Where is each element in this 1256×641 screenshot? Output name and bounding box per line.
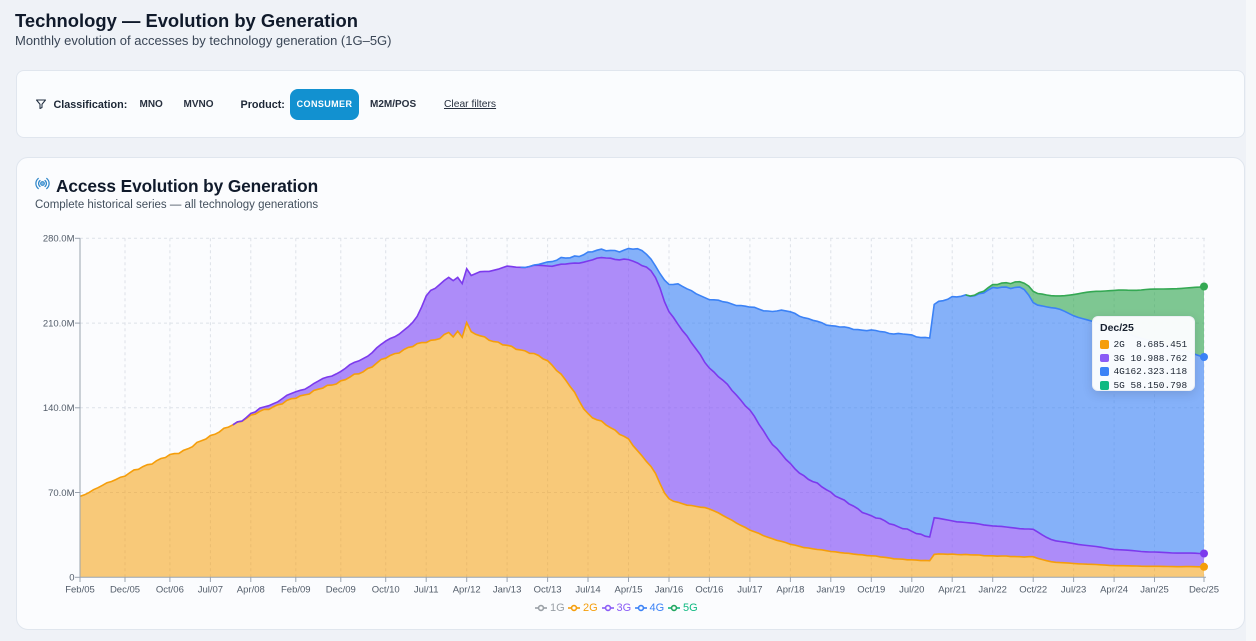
svg-text:Jul/17: Jul/17	[737, 585, 762, 596]
svg-text:Oct/16: Oct/16	[695, 585, 723, 596]
svg-text:Apr/21: Apr/21	[938, 585, 966, 596]
svg-text:Feb/05: Feb/05	[65, 585, 95, 596]
svg-text:70.0M: 70.0M	[48, 488, 74, 499]
svg-text:Oct/13: Oct/13	[534, 585, 562, 596]
svg-text:Apr/18: Apr/18	[776, 585, 804, 596]
svg-text:Jul/14: Jul/14	[575, 585, 600, 596]
svg-text:Oct/22: Oct/22	[1019, 585, 1047, 596]
svg-text:Apr/24: Apr/24	[1100, 585, 1128, 596]
svg-text:Apr/15: Apr/15	[615, 585, 643, 596]
svg-text:210.0M: 210.0M	[43, 318, 75, 329]
svg-text:280.0M: 280.0M	[43, 234, 75, 245]
svg-text:Jul/07: Jul/07	[198, 585, 223, 596]
svg-text:Jan/25: Jan/25	[1140, 585, 1169, 596]
svg-text:140.0M: 140.0M	[43, 403, 75, 414]
svg-text:Apr/08: Apr/08	[237, 585, 265, 596]
svg-text:Feb/09: Feb/09	[281, 585, 311, 596]
svg-text:0: 0	[69, 573, 74, 584]
svg-text:Dec/09: Dec/09	[326, 585, 356, 596]
svg-text:Jul/23: Jul/23	[1061, 585, 1086, 596]
svg-text:Oct/10: Oct/10	[372, 585, 400, 596]
svg-text:Dec/05: Dec/05	[110, 585, 140, 596]
svg-text:Dec/25: Dec/25	[1189, 585, 1219, 596]
svg-text:Oct/19: Oct/19	[857, 585, 885, 596]
svg-text:Oct/06: Oct/06	[156, 585, 184, 596]
svg-text:Jul/11: Jul/11	[414, 585, 439, 596]
svg-text:Jan/22: Jan/22	[978, 585, 1007, 596]
svg-text:Jan/19: Jan/19	[817, 585, 846, 596]
svg-text:Jan/13: Jan/13	[493, 585, 522, 596]
svg-text:Jan/16: Jan/16	[655, 585, 684, 596]
svg-text:Jul/20: Jul/20	[899, 585, 924, 596]
svg-text:Apr/12: Apr/12	[453, 585, 481, 596]
